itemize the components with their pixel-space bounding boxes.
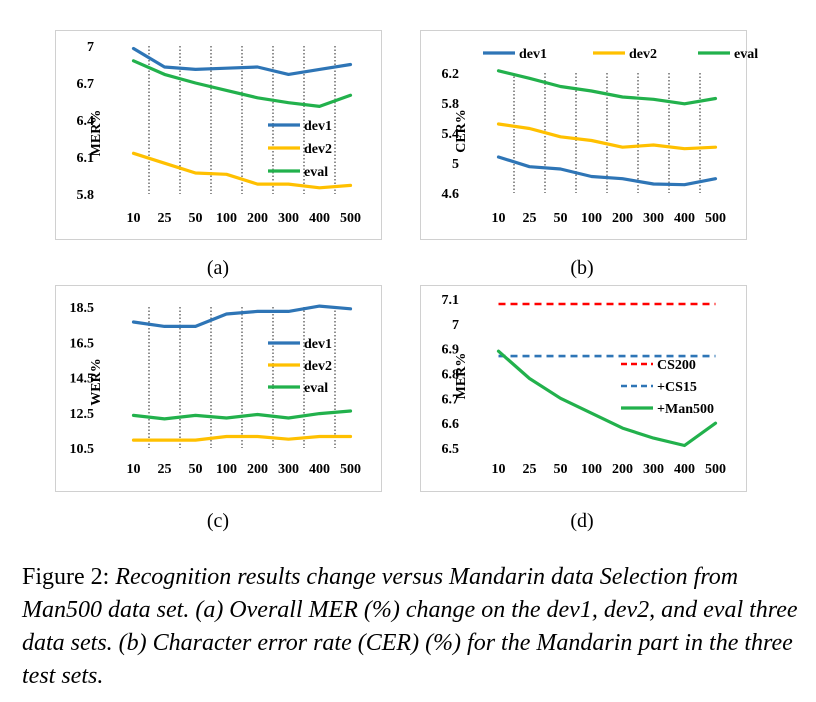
legend-label: dev1 [304, 337, 332, 352]
x-tick-label: 400 [309, 211, 330, 226]
x-tick-label: 10 [492, 462, 506, 477]
x-tick-label: 200 [247, 462, 268, 477]
y-tick-label: 6.2 [442, 67, 460, 82]
series-line-dev2 [131, 151, 353, 190]
y-tick-label: 7.1 [442, 293, 460, 308]
x-tick-label: 200 [247, 211, 268, 226]
y-tick-label: 6.9 [442, 343, 460, 358]
y-tick-label: 6.8 [442, 368, 460, 383]
x-tick-label: 10 [127, 211, 141, 226]
figure-caption: Figure 2: Recognition results change ver… [22, 561, 802, 693]
y-axis-label: CER% [454, 109, 469, 153]
y-axis-label: MER% [454, 353, 469, 400]
chart-panel-a: 7 6.7 6.4 6.1 5.8 MER% 10 25 50 100 200 300 400 500 de… [55, 30, 382, 240]
series-line-eval [131, 59, 353, 109]
series-line-dev2 [131, 434, 353, 442]
chart-a: 7 6.7 6.4 6.1 5.8 MER% 10 25 50 100 200 300 400 500 de… [77, 40, 362, 226]
x-tick-label: 25 [158, 462, 172, 477]
y-tick-label: 6.5 [442, 442, 460, 457]
legend-label: +CS15 [657, 380, 697, 395]
y-tick-label: 12.5 [70, 407, 95, 422]
x-tick-label: 500 [705, 211, 726, 226]
caption-body: Recognition results change versus Mandar… [22, 564, 798, 689]
chart-c: 18.5 16.5 14.5 12.5 10.5 WER% 10 25 50 100 200 300 4… [70, 301, 362, 477]
series-line-dev2 [496, 122, 718, 151]
y-tick-label: 7 [87, 40, 94, 55]
x-tick-label: 400 [674, 211, 695, 226]
x-tick-label: 500 [340, 462, 361, 477]
chart-panel-d: 7.1 7 6.9 6.8 6.7 6.6 6.5 MER% 10 25 50 100 200 300 40… [420, 285, 747, 492]
x-tick-label: 50 [554, 211, 568, 226]
legend-label: eval [304, 165, 328, 180]
y-tick-label: 7 [452, 318, 459, 333]
x-tick-label: 100 [581, 211, 602, 226]
y-tick-label: 5.8 [442, 97, 460, 112]
legend-label: dev2 [304, 142, 332, 157]
x-tick-label: 400 [674, 462, 695, 477]
y-tick-label: 6.7 [77, 77, 95, 92]
x-tick-label: 25 [523, 211, 537, 226]
x-tick-label: 200 [612, 462, 633, 477]
legend-label: dev1 [519, 47, 547, 62]
x-tick-label: 100 [581, 462, 602, 477]
y-tick-label: 16.5 [70, 336, 95, 351]
y-tick-label: 6.6 [442, 417, 460, 432]
y-tick-label: 18.5 [70, 301, 95, 316]
sublabel-b: (b) [570, 257, 594, 279]
series-line-eval [131, 409, 353, 421]
y-tick-label: 6.1 [77, 151, 95, 166]
y-tick-label: 4.6 [442, 187, 460, 202]
y-tick-label: 10.5 [70, 442, 95, 457]
series-line-dev1 [496, 155, 718, 187]
series-line-man500 [496, 349, 718, 448]
chart-d: 7.1 7 6.9 6.8 6.7 6.6 6.5 MER% 10 25 50 100 200 300 40… [442, 293, 727, 477]
legend-label: dev2 [629, 47, 657, 62]
legend-label: eval [304, 381, 328, 396]
y-tick-label: 5 [452, 157, 459, 172]
y-tick-label: 5.4 [442, 127, 460, 142]
legend-label: dev2 [304, 359, 332, 374]
x-tick-label: 500 [705, 462, 726, 477]
y-axis-label: MER% [89, 110, 104, 157]
x-tick-label: 10 [127, 462, 141, 477]
x-tick-label: 500 [340, 211, 361, 226]
x-tick-label: 50 [554, 462, 568, 477]
x-tick-label: 400 [309, 462, 330, 477]
x-tick-label: 200 [612, 211, 633, 226]
chart-b: 6.2 5.8 5.4 5 4.6 CER% 10 25 50 100 200 300 400 500 de… [442, 47, 759, 226]
x-tick-label: 100 [216, 462, 237, 477]
legend-label: eval [734, 47, 758, 62]
x-tick-label: 50 [189, 462, 203, 477]
x-tick-label: 300 [643, 211, 664, 226]
legend-label: CS200 [657, 358, 696, 373]
x-tick-label: 25 [523, 462, 537, 477]
x-tick-label: 300 [278, 211, 299, 226]
x-tick-label: 100 [216, 211, 237, 226]
sublabel-c: (c) [206, 510, 230, 532]
y-tick-label: 6.7 [442, 392, 460, 407]
x-tick-label: 50 [189, 211, 203, 226]
y-tick-label: 14.5 [70, 372, 95, 387]
legend-label: +Man500 [657, 402, 714, 417]
chart-panel-b: 6.2 5.8 5.4 5 4.6 CER% 10 25 50 100 200 300 400 500 de… [420, 30, 759, 240]
sublabel-d: (d) [570, 510, 594, 532]
x-tick-label: 300 [278, 462, 299, 477]
series-line-eval [496, 69, 718, 106]
series-line-dev1 [131, 304, 353, 329]
y-tick-label: 5.8 [77, 188, 95, 203]
x-tick-label: 300 [643, 462, 664, 477]
chart-panel-c: 18.5 16.5 14.5 12.5 10.5 WER% 10 25 50 100 200 300 4… [55, 285, 382, 492]
y-tick-label: 6.4 [77, 114, 95, 129]
legend-label: dev1 [304, 119, 332, 134]
caption-lead: Figure 2: [22, 564, 116, 590]
y-axis-label: WER% [89, 358, 104, 405]
series-line-dev1 [131, 46, 353, 77]
sublabel-a: (a) [206, 257, 230, 279]
x-tick-label: 10 [492, 211, 506, 226]
x-tick-label: 25 [158, 211, 172, 226]
